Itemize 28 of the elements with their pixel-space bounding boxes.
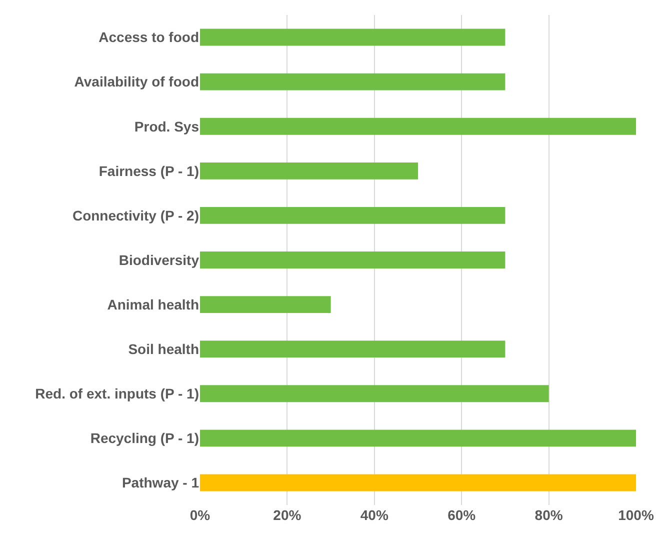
bar [200, 28, 506, 46]
y-tick-label: Availability of food [74, 74, 199, 90]
bar [200, 385, 549, 402]
bar [200, 340, 506, 358]
y-tick-label: Pathway - 1 [122, 474, 200, 491]
y-tick-label: Connectivity (P - 2) [72, 207, 199, 224]
x-tick-label: 40% [360, 507, 389, 523]
y-tick-label: Access to food [98, 29, 199, 46]
x-tick-label: 60% [448, 507, 476, 523]
y-tick-label: Prod. Sys [134, 118, 200, 134]
bar [200, 118, 636, 135]
bar [200, 474, 636, 492]
x-tick-label: 100% [618, 507, 654, 523]
bar [200, 252, 506, 268]
x-tick-label: 0% [190, 507, 211, 523]
y-tick-label: Animal health [107, 296, 199, 312]
x-tick-label: 20% [273, 507, 302, 523]
y-tick-label: Red. of ext. inputs (P - 1) [35, 386, 199, 402]
y-tick-label: Fairness (P - 1) [98, 162, 199, 179]
y-tick-label: Soil health [128, 340, 199, 357]
y-tick-label: Recycling (P - 1) [90, 430, 199, 446]
bar [200, 206, 506, 224]
x-tick-label: 80% [534, 507, 564, 523]
y-tick-label: Biodiversity [118, 252, 200, 268]
bar [200, 296, 331, 314]
bar [200, 430, 636, 447]
bar [200, 162, 418, 180]
bar [200, 73, 506, 90]
